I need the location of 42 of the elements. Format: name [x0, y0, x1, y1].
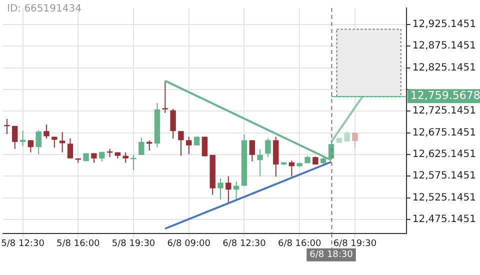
y-tick-label: 12,875.1451: [412, 40, 476, 52]
candlestick: [352, 132, 358, 148]
x-tick-label: 6/8 09:00: [167, 239, 211, 250]
candlestick: [249, 140, 255, 162]
ref-line-label: 12,759.5678: [410, 89, 480, 102]
candlestick: [257, 148, 263, 177]
y-tick-label: 12,825.1451: [412, 62, 476, 74]
candlestick: [122, 152, 128, 164]
candlestick: [170, 108, 176, 139]
candlestick: [44, 124, 50, 139]
x-tick-label: 6/8 12:30: [222, 239, 266, 250]
x-tick-label: 6/8 19:30: [333, 239, 377, 250]
candlestick: [265, 138, 271, 158]
candlestick: [218, 178, 224, 200]
candlestick: [52, 136, 58, 148]
x-tick-label: 5/8 12:30: [1, 239, 45, 250]
y-tick-label: 12,525.1451: [412, 192, 476, 204]
candlestick: [36, 130, 42, 156]
x-tick-label: 6/8 16:00: [278, 239, 322, 250]
y-tick-label: 12,575.1451: [412, 170, 476, 182]
annotation: ID: 665191434: [7, 4, 82, 15]
candlestick: [67, 138, 74, 159]
candlestick: [202, 136, 208, 157]
candlestick: [233, 180, 240, 200]
x-tick-label: 5/8 16:00: [56, 239, 100, 250]
y-tick-label: 12,725.1451: [412, 106, 476, 117]
x-tick-label: 5/8 19:30: [112, 239, 156, 250]
candlestick: [226, 176, 232, 204]
candlestick: [186, 136, 192, 155]
candlestick: [138, 137, 144, 156]
candlestick: [178, 130, 184, 156]
y-tick-label: 12,475.1451: [412, 214, 476, 226]
candlestick: [12, 125, 18, 150]
y-tick-label: 12,675.1451: [412, 127, 476, 138]
x-tick-label: 6/8 18:30: [310, 250, 354, 260]
candlestick: [59, 131, 66, 153]
candlestick: [20, 130, 26, 147]
candlestick: [28, 140, 34, 153]
candlestick: [162, 80, 168, 114]
candlestick: [91, 152, 97, 164]
y-tick-label: 12,925.1451: [412, 19, 476, 30]
y-tick-label: 12,625.1451: [412, 149, 476, 160]
